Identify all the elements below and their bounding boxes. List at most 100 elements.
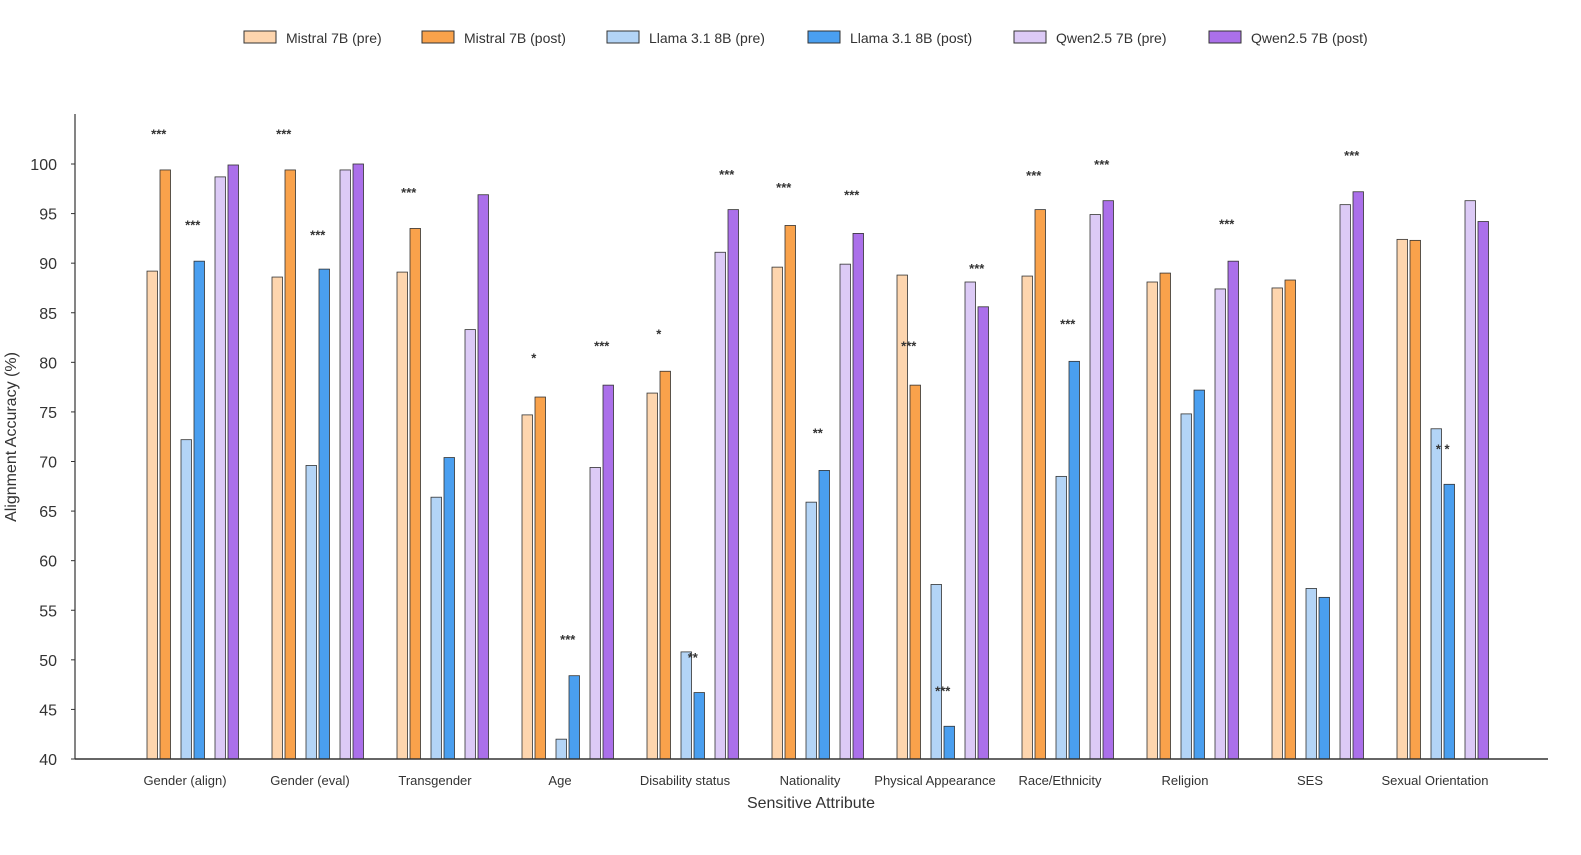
legend-label-llama-3-1-8b-post: Llama 3.1 8B (post) (850, 30, 972, 46)
x-tick-label-ses: SES (1297, 773, 1323, 788)
bar-disability-status-llama-3-1-8b-post (693, 692, 705, 760)
bar-nationality-qwen2-5-7b-pre (839, 263, 851, 760)
bar-gender-align-llama-3-1-8b-post (193, 260, 205, 760)
significance-gender-align-0: *** (151, 126, 167, 141)
significance-disability-status-0: * (656, 327, 662, 342)
bar-sexual-orientation-qwen2-5-7b-pre (1464, 200, 1476, 760)
legend-label-qwen2-5-7b-pre: Qwen2.5 7B (pre) (1056, 30, 1167, 46)
x-tick-label-sexual-orientation: Sexual Orientation (1382, 773, 1489, 788)
legend-swatch-qwen2-5-7b-post (1208, 30, 1242, 44)
y-tick-label-70: 70 (39, 455, 57, 472)
bar-gender-eval-mistral-7b-post (284, 169, 296, 760)
significance-age-0: * (531, 350, 537, 365)
legend-label-llama-3-1-8b-pre: Llama 3.1 8B (pre) (649, 30, 765, 46)
legend-swatch-llama-3-1-8b-post (807, 30, 841, 44)
bar-disability-status-qwen2-5-7b-post (727, 209, 739, 760)
significance-race-ethnicity-1: *** (1060, 317, 1076, 332)
y-tick-label-90: 90 (39, 256, 57, 273)
legend-label-mistral-7b-post: Mistral 7B (post) (464, 30, 566, 46)
legend-swatch-llama-3-1-8b-pre (606, 30, 640, 44)
y-tick-label-75: 75 (39, 405, 57, 422)
y-axis: 40 45 50 55 60 65 70 75 80 85 90 95 100 (30, 114, 76, 769)
significance-gender-eval-0: *** (276, 126, 292, 141)
significance-race-ethnicity-0: *** (1026, 168, 1042, 183)
bar-ses-qwen2-5-7b-pre (1339, 204, 1351, 760)
legend-swatch-mistral-7b-post (421, 30, 455, 44)
legend-label-qwen2-5-7b-post: Qwen2.5 7B (post) (1251, 30, 1368, 46)
bar-disability-status-mistral-7b-post (659, 370, 671, 760)
bar-transgender-llama-3-1-8b-pre (430, 496, 442, 760)
bar-ses-qwen2-5-7b-post (1352, 191, 1364, 760)
y-tick-label-95: 95 (39, 207, 57, 224)
bar-physical-appearance-mistral-7b-post (909, 384, 921, 760)
bar-sexual-orientation-mistral-7b-pre (1396, 238, 1408, 760)
significance-transgender-0: *** (401, 185, 417, 200)
bar-gender-eval-llama-3-1-8b-post (318, 268, 330, 760)
bar-disability-status-mistral-7b-pre (646, 392, 658, 760)
bar-nationality-mistral-7b-pre (771, 266, 783, 760)
bar-religion-llama-3-1-8b-pre (1180, 413, 1192, 760)
bar-transgender-qwen2-5-7b-post (477, 194, 489, 760)
y-tick-label-40: 40 (39, 752, 57, 769)
y-tick-label-55: 55 (39, 603, 57, 620)
bar-gender-eval-mistral-7b-pre (271, 276, 283, 760)
bar-religion-llama-3-1-8b-post (1193, 389, 1205, 760)
bar-transgender-mistral-7b-pre (396, 271, 408, 760)
bar-sexual-orientation-mistral-7b-post (1409, 239, 1421, 760)
bar-sexual-orientation-qwen2-5-7b-post (1477, 221, 1489, 760)
bar-race-ethnicity-mistral-7b-post (1034, 209, 1046, 760)
y-tick-label-60: 60 (39, 554, 57, 571)
bar-race-ethnicity-qwen2-5-7b-post (1102, 200, 1114, 760)
legend: Mistral 7B (pre) Mistral 7B (post) Llama 3… (243, 30, 1368, 46)
bar-race-ethnicity-llama-3-1-8b-post (1068, 360, 1080, 760)
bar-gender-eval-llama-3-1-8b-pre (305, 465, 317, 760)
bar-religion-qwen2-5-7b-pre (1214, 288, 1226, 760)
bar-age-mistral-7b-post (534, 396, 546, 760)
bar-gender-align-mistral-7b-pre (146, 270, 158, 760)
bar-nationality-llama-3-1-8b-pre (805, 501, 817, 760)
bar-physical-appearance-llama-3-1-8b-post (943, 725, 955, 760)
significance-religion-2: *** (1219, 216, 1235, 231)
bar-ses-llama-3-1-8b-pre (1305, 588, 1317, 760)
x-tick-label-transgender: Transgender (398, 773, 472, 788)
bar-disability-status-llama-3-1-8b-pre (680, 651, 692, 760)
significance-nationality-1: ** (813, 426, 824, 441)
bar-nationality-mistral-7b-post (784, 225, 796, 760)
y-tick-label-50: 50 (39, 653, 57, 670)
significance-age-2: *** (594, 338, 610, 353)
bar-disability-status-qwen2-5-7b-pre (714, 251, 726, 760)
bar-gender-eval-qwen2-5-7b-post (352, 163, 364, 760)
x-tick-label-gender-align: Gender (align) (143, 773, 226, 788)
y-tick-label-45: 45 (39, 702, 57, 719)
bar-race-ethnicity-qwen2-5-7b-pre (1089, 214, 1101, 760)
bar-gender-align-qwen2-5-7b-pre (214, 176, 226, 760)
bar-transgender-mistral-7b-post (409, 228, 421, 760)
x-tick-label-gender-eval: Gender (eval) (270, 773, 349, 788)
bar-age-qwen2-5-7b-pre (589, 467, 601, 760)
x-tick-label-disability-status: Disability status (640, 773, 731, 788)
bar-ses-llama-3-1-8b-post (1318, 596, 1330, 760)
bar-transgender-llama-3-1-8b-post (443, 457, 455, 760)
x-tick-label-religion: Religion (1162, 773, 1209, 788)
bar-gender-align-llama-3-1-8b-pre (180, 439, 192, 760)
significance-annotations: ****************************************… (151, 126, 1450, 698)
significance-age-1: *** (560, 632, 576, 647)
bar-age-qwen2-5-7b-post (602, 384, 614, 760)
significance-disability-status-1: ** (688, 650, 699, 665)
x-tick-label-age: Age (548, 773, 571, 788)
significance-gender-eval-1: *** (310, 227, 326, 242)
y-tick-label-85: 85 (39, 306, 57, 323)
bar-nationality-qwen2-5-7b-post (852, 233, 864, 760)
legend-swatch-mistral-7b-pre (243, 30, 277, 44)
x-tick-label-race-ethnicity: Race/Ethnicity (1018, 773, 1102, 788)
x-tick-label-nationality: Nationality (780, 773, 841, 788)
bar-ses-mistral-7b-pre (1271, 287, 1283, 760)
significance-physical-appearance-0: *** (901, 338, 917, 353)
bar-gender-eval-qwen2-5-7b-pre (339, 169, 351, 760)
significance-race-ethnicity-2: *** (1094, 157, 1110, 172)
significance-gender-align-1: *** (185, 217, 201, 232)
legend-swatch-qwen2-5-7b-pre (1013, 30, 1047, 44)
bar-race-ethnicity-mistral-7b-pre (1021, 275, 1033, 760)
x-axis: Gender (align) Gender (eval) Transgender Ag… (75, 758, 1548, 788)
